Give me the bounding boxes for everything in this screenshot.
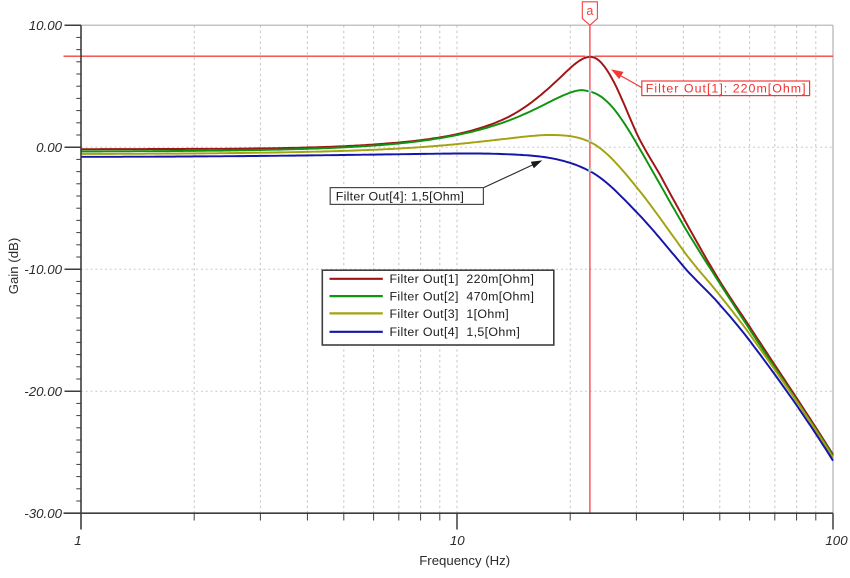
svg-text:a: a: [586, 4, 593, 18]
svg-text:0.00: 0.00: [36, 140, 62, 155]
svg-text:Filter Out[4]: 1,5[Ohm]: Filter Out[4]: 1,5[Ohm]: [336, 189, 464, 203]
svg-text:Filter Out[3] 1[Ohm]: Filter Out[3] 1[Ohm]: [390, 307, 510, 321]
svg-text:Filter Out[1] 220m[Ohm]: Filter Out[1] 220m[Ohm]: [390, 272, 535, 286]
svg-text:-30.00: -30.00: [24, 506, 62, 521]
svg-text:Filter Out[1]: 220m[Ohm]: Filter Out[1]: 220m[Ohm]: [646, 82, 807, 96]
svg-text:-10.00: -10.00: [24, 262, 62, 277]
svg-text:Gain (dB): Gain (dB): [6, 238, 21, 294]
svg-text:10: 10: [450, 533, 465, 548]
svg-text:100: 100: [825, 533, 848, 548]
svg-text:Frequency (Hz): Frequency (Hz): [419, 553, 510, 568]
svg-text:-20.00: -20.00: [24, 384, 62, 399]
svg-text:Filter Out[4] 1,5[Ohm]: Filter Out[4] 1,5[Ohm]: [390, 325, 521, 339]
svg-text:Filter Out[2] 470m[Ohm]: Filter Out[2] 470m[Ohm]: [390, 290, 535, 304]
svg-text:1: 1: [74, 533, 81, 548]
svg-text:10.00: 10.00: [29, 18, 63, 33]
